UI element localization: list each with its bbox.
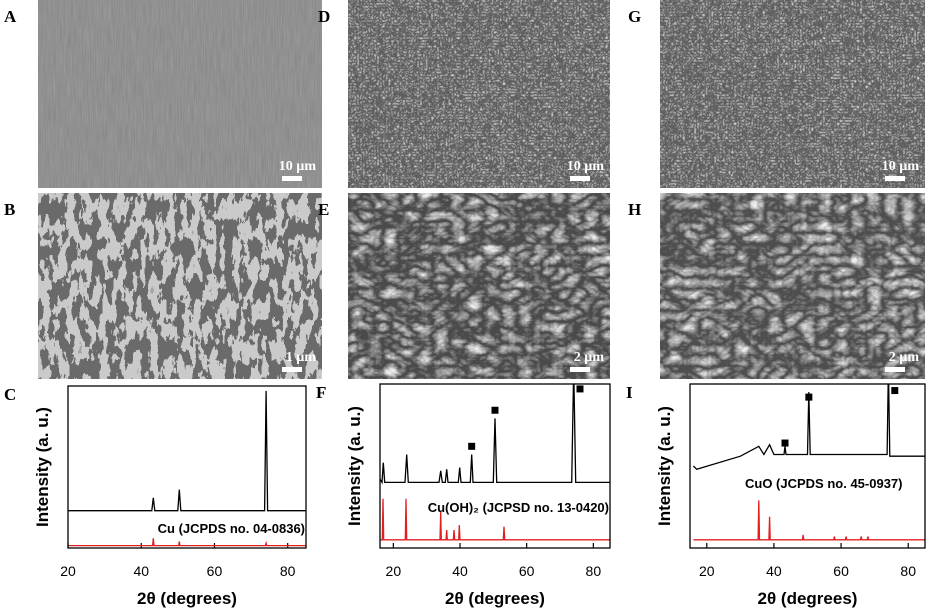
x-tick-label: 20 (386, 563, 402, 579)
xrd-line (68, 538, 306, 547)
xrd-line (380, 498, 610, 541)
x-axis-label: 2θ (degrees) (137, 589, 237, 608)
peak-marker (576, 385, 584, 393)
xrd-line (380, 384, 610, 485)
scale-bar (885, 367, 905, 372)
x-tick-label: 80 (586, 563, 602, 579)
reference-label: Cu (JCPDS no. 04-0836) (158, 521, 305, 536)
scale-bar (570, 176, 590, 181)
panel-label: G (628, 7, 641, 26)
x-tick-label: 20 (699, 563, 715, 579)
panel-label: F (316, 383, 326, 402)
reference-label: Cu(OH)₂ (JCPSD no. 13-0420) (428, 500, 609, 515)
scale-bar-label: 2 µm (889, 350, 920, 365)
x-tick-label: 80 (280, 563, 296, 579)
sem-texture (660, 0, 925, 188)
scale-bar-label: 10 µm (882, 159, 920, 174)
peak-marker (781, 439, 789, 447)
x-tick-label: 60 (833, 563, 849, 579)
panel-label: E (318, 200, 329, 219)
panel-label: A (4, 7, 17, 26)
sem-texture (660, 193, 925, 379)
panel-label: I (626, 383, 633, 402)
sem-texture (348, 0, 610, 188)
scale-bar (282, 367, 302, 372)
peak-marker (468, 442, 476, 450)
x-axis-label: 2θ (degrees) (758, 589, 858, 608)
sem-texture (38, 193, 322, 379)
panel-label: C (4, 385, 16, 404)
x-tick-label: 60 (207, 563, 223, 579)
x-tick-label: 40 (452, 563, 468, 579)
y-axis-label: Intensity (a. u.) (655, 406, 674, 526)
peak-marker (805, 393, 813, 401)
panel-label: D (318, 7, 330, 26)
sem-texture (348, 193, 610, 379)
x-tick-label: 40 (133, 563, 149, 579)
scale-bar-label: 10 µm (279, 159, 317, 174)
panel-label: B (4, 200, 15, 219)
x-axis-label: 2θ (degrees) (445, 589, 545, 608)
plot-frame (689, 383, 926, 549)
xrd-charts: C 20 40 60 80 2θ (degrees) Intensity (a. u.) Cu… (4, 383, 926, 608)
y-axis-label: Intensity (a. u.) (33, 407, 52, 527)
xrd-line (68, 390, 306, 512)
x-tick-label: 80 (900, 563, 916, 579)
plot-frame (67, 385, 307, 549)
scale-bar (885, 176, 905, 181)
reference-label: CuO (JCPDS no. 45-0937) (745, 476, 903, 491)
scale-bar-label: 1 µm (286, 350, 317, 365)
y-axis-label: Intensity (a. u.) (345, 406, 364, 526)
panel-label: H (628, 200, 641, 219)
x-tick-label: 60 (519, 563, 535, 579)
plot-frame (379, 383, 611, 549)
x-tick-label: 40 (766, 563, 782, 579)
xrd-line (693, 500, 925, 541)
sem-images: A 10 µm B 1 µm D 10 µm E 2 µm G 10 µm H 2 µm (4, 0, 925, 379)
sem-texture (38, 0, 322, 188)
peak-marker (491, 406, 499, 414)
peak-marker (891, 387, 899, 395)
scale-bar-label: 10 µm (567, 159, 605, 174)
scale-bar-label: 2 µm (574, 350, 605, 365)
xrd-line (692, 384, 925, 471)
x-tick-label: 20 (60, 563, 76, 579)
scale-bar (282, 176, 302, 181)
scale-bar (570, 367, 590, 372)
